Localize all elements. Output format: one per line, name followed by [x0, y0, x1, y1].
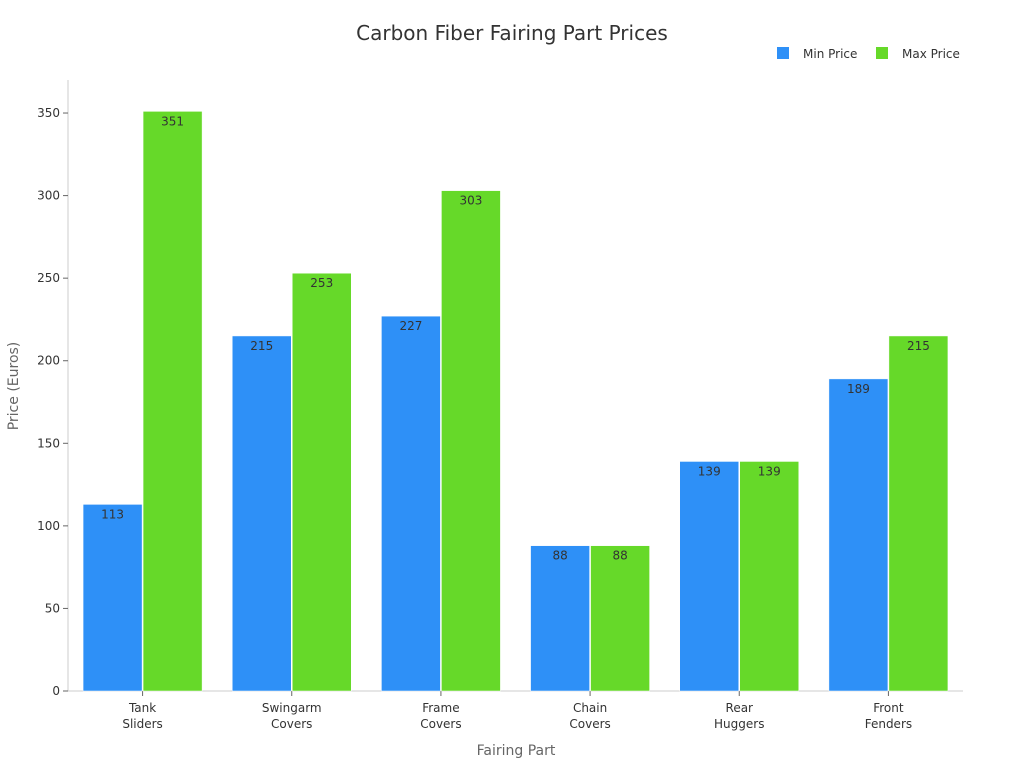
x-tick-label-line: Fenders [865, 717, 912, 731]
x-tick-label-line: Sliders [122, 717, 162, 731]
data-label: 351 [161, 114, 184, 128]
y-tick-label: 200 [37, 354, 60, 368]
data-label: 215 [907, 339, 930, 353]
bar-max-price [142, 111, 203, 692]
bar-max-price [739, 461, 799, 692]
data-label: 88 [552, 549, 567, 563]
x-tick-label-line: Covers [420, 717, 461, 731]
legend-label: Min Price [803, 47, 857, 61]
chart-title: Carbon Fiber Fairing Part Prices [356, 21, 668, 45]
bar-min-price [82, 504, 143, 692]
y-axis-label: Price (Euros) [6, 342, 22, 431]
bar-max-price [292, 272, 352, 692]
bar-min-price [232, 335, 292, 692]
data-label: 113 [101, 507, 124, 521]
data-label: 253 [310, 276, 333, 290]
legend-swatch [777, 47, 789, 59]
bar-min-price [679, 461, 739, 692]
bar-max-price [590, 545, 650, 692]
data-label: 189 [847, 382, 870, 396]
data-label: 227 [399, 319, 422, 333]
bar-min-price [828, 378, 889, 692]
bar-min-price [381, 315, 441, 692]
data-label: 139 [758, 464, 781, 478]
y-tick-label: 100 [37, 519, 60, 533]
x-tick-label-line: Rear [726, 701, 754, 715]
bar-max-price [441, 190, 501, 692]
x-tick-label-line: Covers [569, 717, 610, 731]
bar-max-price [888, 335, 949, 692]
x-tick-label-line: Front [873, 701, 904, 715]
x-tick-label: Chain Covers [569, 701, 610, 731]
x-tick-label-line: Tank [128, 701, 156, 715]
legend-label: Max Price [902, 47, 960, 61]
x-tick-label-line: Covers [271, 717, 312, 731]
y-tick-label: 300 [37, 189, 60, 203]
x-tick-label-line: Chain [573, 701, 607, 715]
x-tick-label: Front Fenders [865, 701, 912, 731]
x-axis-label: Fairing Part [477, 743, 556, 759]
y-tick-label: 150 [37, 436, 60, 450]
x-tick-label-line: Huggers [714, 717, 764, 731]
x-tick-label-line: Frame [422, 701, 459, 715]
data-label: 303 [459, 194, 482, 208]
y-tick-label: 50 [45, 601, 60, 615]
data-label: 215 [250, 339, 273, 353]
legend-swatch [876, 47, 888, 59]
y-tick-label: 250 [37, 271, 60, 285]
x-tick-label-line: Swingarm [262, 701, 322, 715]
data-label: 88 [612, 549, 627, 563]
x-tick-label: Tank Sliders [122, 701, 162, 731]
bar-min-price [530, 545, 590, 692]
y-tick-label: 0 [52, 684, 60, 698]
bars: 113 351 215 253 227 303 88 88 139 139 189 215 [82, 111, 949, 692]
legend: Min Price Max Price [777, 47, 960, 61]
data-label: 139 [698, 464, 721, 478]
x-tick-label: Rear Huggers [714, 701, 764, 731]
y-tick-label: 350 [37, 106, 60, 120]
x-tick-label: Swingarm Covers [262, 701, 322, 731]
y-axis: 0 50 100 150 200 250 300 350 [37, 80, 69, 698]
x-tick-label: Frame Covers [420, 701, 461, 731]
